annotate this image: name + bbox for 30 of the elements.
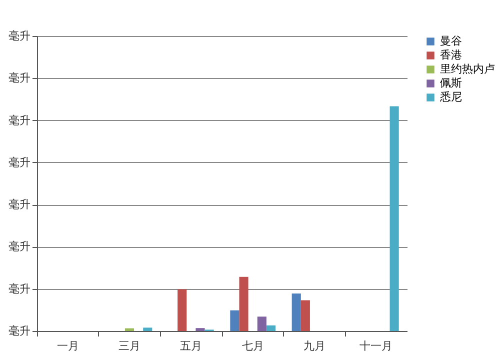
y-axis-title: 毫升 [8,324,30,338]
legend-label: 佩斯 [440,76,462,90]
text: 毫升 [8,30,30,42]
bar [300,300,310,331]
bar [292,293,301,331]
text: 毫升 [8,114,30,127]
x-tick-label: 七月 [242,340,264,352]
text: 毫升 [8,198,30,212]
bar [239,276,248,331]
legend-label: 曼谷 [440,34,462,48]
x-tick-label: 三月 [118,340,140,352]
x-tick-label: 十一月 [360,340,393,352]
bar [196,328,205,331]
bar [143,328,152,331]
text: 毫升 [8,282,30,296]
bar [390,106,399,331]
x-tick-label: 九月 [304,340,326,352]
bar [124,328,134,331]
legend-label: 香港 [440,48,462,62]
text: 毫升 [8,72,30,85]
bar [257,316,266,331]
text: 毫升 [8,240,30,254]
bar [266,325,276,331]
bar [178,289,187,331]
x-tick-label: 一月 [56,340,79,352]
legend-label: 悉尼 [439,90,462,104]
text: 毫升 [8,156,30,169]
legend-label: 里约热内卢 [440,62,495,76]
x-tick-label: 五月 [180,340,202,352]
bar [230,310,240,331]
